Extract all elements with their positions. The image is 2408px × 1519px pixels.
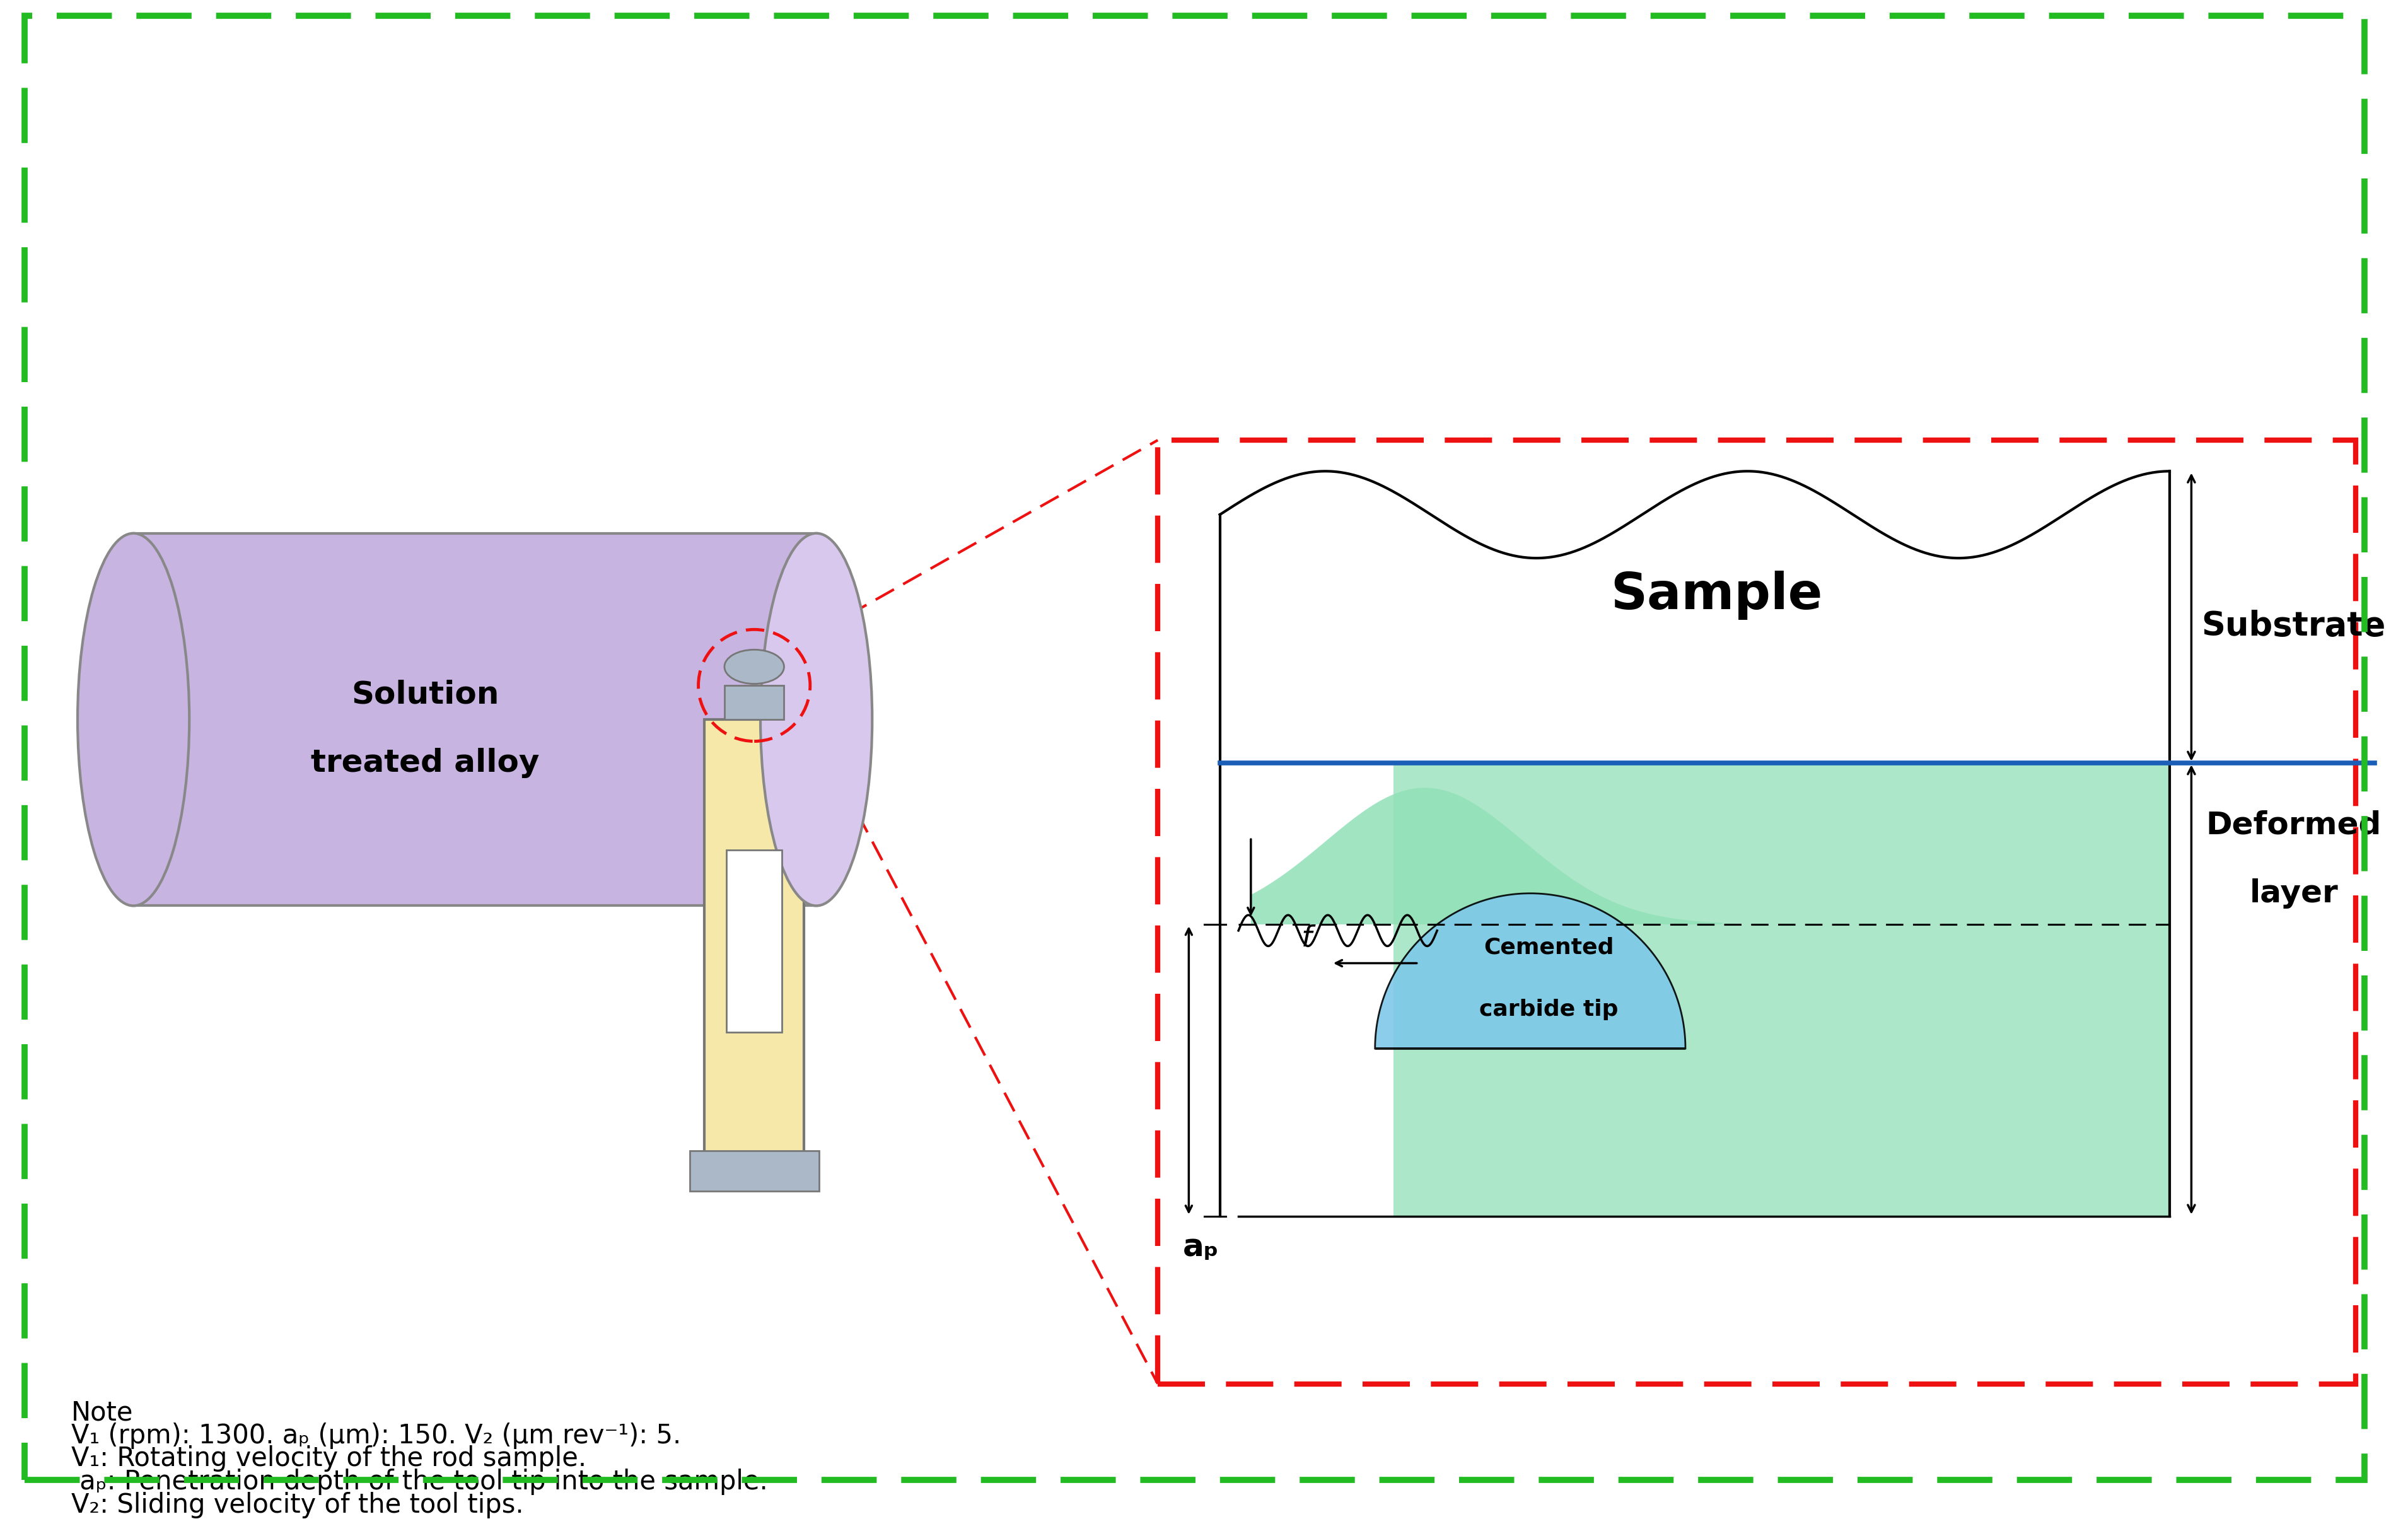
Polygon shape <box>1221 471 2170 1217</box>
Text: f: f <box>1300 924 1312 952</box>
Text: V₂: Sliding velocity of the tool tips.: V₂: Sliding velocity of the tool tips. <box>72 1492 525 1517</box>
Text: aₚ: Penetration depth of the tool tip into the sample.: aₚ: Penetration depth of the tool tip in… <box>72 1469 768 1495</box>
Ellipse shape <box>725 650 785 684</box>
FancyBboxPatch shape <box>1158 441 2355 1384</box>
Text: layer: layer <box>2249 878 2338 908</box>
Text: Substrate: Substrate <box>2201 611 2386 643</box>
FancyBboxPatch shape <box>725 685 785 720</box>
Text: Cemented: Cemented <box>1483 937 1613 958</box>
Polygon shape <box>1394 763 2170 1217</box>
FancyBboxPatch shape <box>727 851 783 1033</box>
Polygon shape <box>1375 893 1686 1048</box>
Polygon shape <box>1250 788 1722 925</box>
FancyBboxPatch shape <box>132 533 816 905</box>
Ellipse shape <box>761 533 872 905</box>
FancyBboxPatch shape <box>706 720 804 1154</box>
FancyBboxPatch shape <box>689 1151 819 1191</box>
Text: Deformed: Deformed <box>2206 810 2382 840</box>
Text: carbide tip: carbide tip <box>1479 1000 1618 1021</box>
Text: Note: Note <box>72 1399 132 1426</box>
Text: treated alloy: treated alloy <box>311 747 539 778</box>
Text: aₚ: aₚ <box>1182 1232 1218 1262</box>
Text: V₁ (rpm): 1300. aₚ (μm): 150. V₂ (μm rev⁻¹): 5.: V₁ (rpm): 1300. aₚ (μm): 150. V₂ (μm rev… <box>72 1422 681 1449</box>
Text: Sample: Sample <box>1611 571 1823 620</box>
Text: V₁: Rotating velocity of the rod sample.: V₁: Rotating velocity of the rod sample. <box>72 1446 588 1472</box>
Text: Solution: Solution <box>352 679 498 709</box>
Ellipse shape <box>77 533 190 905</box>
